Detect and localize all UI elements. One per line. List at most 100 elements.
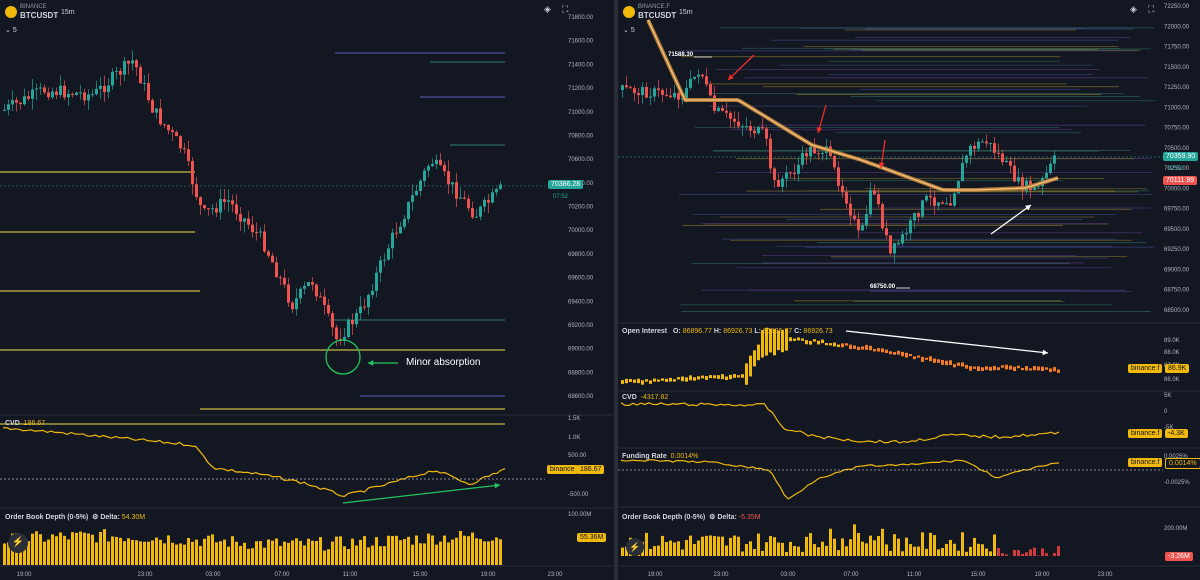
right-cvd-tick: 5K	[1164, 393, 1171, 399]
left-obd-bar	[55, 536, 58, 565]
left-obd-tick: 100.00M	[568, 512, 591, 518]
right-time-tick: 11:00	[907, 572, 922, 578]
right-price-tick: 70500.00	[1164, 146, 1190, 152]
right-candle	[701, 74, 704, 77]
right-candle	[741, 126, 744, 128]
right-symbol[interactable]: BTCUSDT	[638, 11, 677, 20]
left-obd-bar	[143, 541, 146, 565]
right-cvd-tick: 0	[1164, 409, 1168, 415]
left-obd-bar	[19, 545, 22, 565]
right-oi-candle	[881, 348, 884, 353]
left-obd-bar	[443, 535, 446, 565]
right-oi-candle	[857, 346, 860, 351]
right-interval[interactable]: 15m	[679, 9, 693, 16]
layers-icon[interactable]: ◈	[544, 4, 551, 14]
left-candle	[35, 88, 38, 90]
right-toolbar-button[interactable]: ⚡	[626, 538, 644, 556]
left-interval[interactable]: 15m	[61, 9, 75, 16]
left-candle	[495, 189, 498, 193]
left-price-tick: 70000.00	[568, 228, 594, 234]
right-oi-candle	[969, 366, 972, 371]
right-candle	[905, 233, 908, 235]
fullscreen-icon[interactable]: ⛶	[562, 4, 569, 14]
right-chart-canvas[interactable]: 72250.00 72000.00 71750.00 71500.00 71250.00…	[618, 0, 1200, 580]
left-obd-bar	[431, 535, 434, 565]
left-obd-bar	[231, 536, 234, 565]
right-obd-bar	[837, 550, 840, 556]
right-obd-bar	[937, 549, 940, 556]
left-price-tick: 71200.00	[568, 86, 594, 92]
left-chart-panel[interactable]: 71800.00 71600.00 71400.00 71200.00 71000.00…	[0, 0, 614, 580]
left-time-tick: 11:00	[343, 572, 358, 578]
right-candle	[893, 243, 896, 254]
left-obd-bar	[323, 550, 326, 565]
right-candle	[917, 213, 920, 217]
left-obd-bar	[87, 533, 90, 565]
layers-icon[interactable]: ◈	[1130, 4, 1137, 14]
left-chart-canvas[interactable]: 71800.00 71600.00 71400.00 71200.00 71000.00…	[0, 0, 614, 580]
right-oi-candle	[729, 374, 732, 380]
left-obd-bar	[343, 546, 346, 565]
left-candle	[311, 282, 314, 285]
right-vwap-price-tag: 70111.99	[1163, 176, 1198, 185]
red-arrow-1-head	[728, 74, 734, 80]
left-obd-bar	[411, 544, 414, 565]
left-obd-bar	[279, 545, 282, 565]
right-chart-panel[interactable]: 72250.00 72000.00 71750.00 71500.00 71250.00…	[618, 0, 1200, 580]
right-time-tick: 23:00	[713, 572, 729, 578]
left-candle	[183, 148, 186, 150]
right-indicator-toggle[interactable]: ⌄ 5	[623, 26, 635, 34]
red-arrow-3-head	[878, 162, 885, 168]
chart-divider[interactable]	[614, 0, 618, 580]
right-obd-bar	[673, 542, 676, 556]
left-obd-bar	[403, 539, 406, 565]
left-candle	[475, 216, 478, 218]
left-obd-bar	[415, 535, 418, 565]
left-obd-bar	[251, 548, 254, 565]
left-candle	[491, 192, 494, 203]
left-candle	[87, 94, 90, 101]
left-candle	[307, 282, 310, 286]
right-oi-candle	[733, 374, 736, 378]
left-indicator-toggle[interactable]: ⌄ 5	[5, 26, 17, 34]
right-obd-bar	[653, 546, 656, 556]
right-candle	[665, 94, 668, 96]
right-obd-bar	[797, 546, 800, 556]
right-candle	[761, 126, 764, 129]
right-candle	[629, 87, 632, 89]
left-candle	[287, 284, 290, 303]
right-oi-candle	[1033, 366, 1036, 371]
settings-icon[interactable]: ⚙	[709, 514, 716, 521]
right-oi-candle	[977, 366, 980, 372]
left-obd-bar	[351, 538, 354, 565]
fullscreen-icon[interactable]: ⛶	[1148, 4, 1155, 14]
right-cvd-line	[620, 402, 1060, 444]
left-obd-bar	[327, 549, 330, 565]
left-obd-bar	[367, 547, 370, 565]
right-oi-candle	[621, 380, 624, 384]
right-candle	[813, 146, 816, 154]
right-obd-bar	[993, 534, 996, 556]
right-oi-candle	[1001, 365, 1004, 368]
right-price-tick: 72000.00	[1164, 24, 1190, 30]
left-candle	[283, 277, 286, 285]
right-time-tick: 07:00	[843, 572, 859, 578]
left-obd-bar	[71, 532, 74, 565]
right-candle	[845, 192, 848, 204]
left-obd-bar	[315, 540, 318, 565]
left-obd-bar	[151, 540, 154, 565]
left-candle	[327, 304, 330, 314]
left-symbol[interactable]: BTCUSDT	[20, 11, 59, 20]
left-toolbar-button[interactable]: ⚡	[8, 533, 28, 553]
right-obd-bar	[901, 551, 904, 556]
left-price-tick: 68600.00	[568, 394, 594, 400]
right-cvd-label: CVD -4317.82	[622, 394, 669, 401]
left-candle	[259, 231, 262, 233]
right-obd-bar	[877, 535, 880, 556]
settings-icon[interactable]: ⚙	[92, 514, 99, 521]
left-cvd-tick: 500.00	[568, 453, 587, 459]
right-obd-delta: -5.35M	[738, 514, 761, 521]
right-oi-candle	[741, 374, 744, 378]
left-obd-bar	[63, 535, 66, 565]
right-obd-bar	[941, 547, 944, 556]
